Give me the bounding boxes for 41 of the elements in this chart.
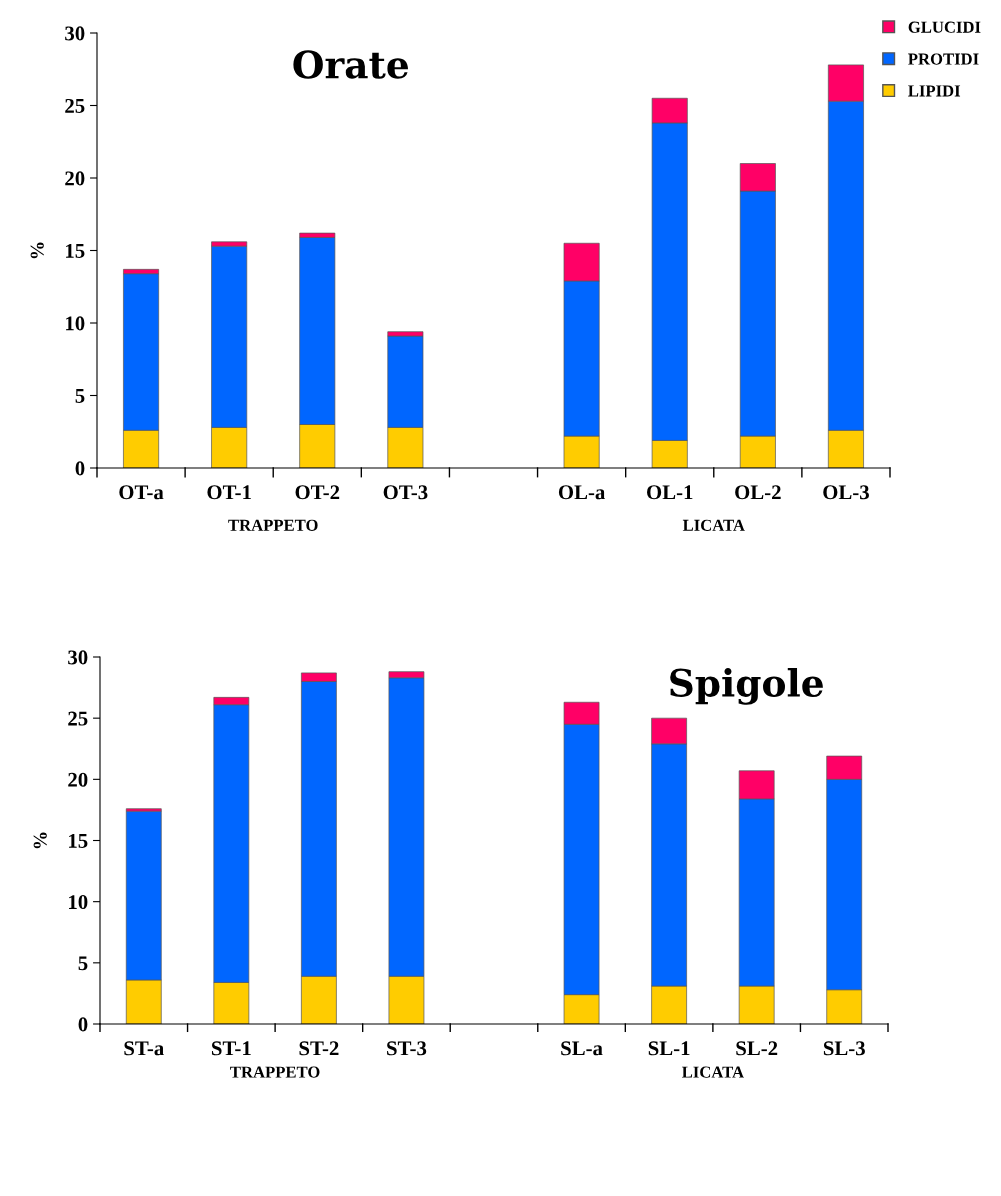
y-tick-label: 15 xyxy=(66,243,85,258)
x-tick-label: SL-3 xyxy=(823,1041,865,1056)
x-tick-label: ST-a xyxy=(124,1041,164,1056)
y-tick-label: 30 xyxy=(65,26,85,41)
x-tick-label: OL-a xyxy=(558,485,606,500)
legend-label: PROTIDI xyxy=(908,53,979,65)
text: TRAPPETO xyxy=(230,1066,320,1078)
legend-label: GLUCIDI xyxy=(908,21,981,33)
x-tick-label: OT-1 xyxy=(207,485,251,500)
y-tick-label: 5 xyxy=(75,389,85,403)
legend-label: LIPIDI xyxy=(908,85,961,97)
chart-title: Orate xyxy=(293,50,409,79)
y-tick-label: 25 xyxy=(68,711,88,726)
x-tick-label: OL-3 xyxy=(823,485,869,500)
x-tick-label: OT-2 xyxy=(295,485,340,500)
x-tick-label: OL-1 xyxy=(647,485,693,500)
x-tick-label: OT-3 xyxy=(383,485,428,500)
y-tick-label: 20 xyxy=(68,772,88,787)
y-tick-label: 30 xyxy=(68,650,88,665)
x-tick-label: OT-a xyxy=(119,485,164,500)
y-tick-label: 25 xyxy=(65,98,85,113)
x-tick-label: ST-3 xyxy=(387,1041,427,1056)
x-tick-label: OL-2 xyxy=(735,485,781,500)
chart-title: Spigole xyxy=(670,667,823,705)
x-tick-label: SL-2 xyxy=(736,1041,778,1056)
y-axis-title: % xyxy=(30,242,44,259)
y-tick-label: 15 xyxy=(69,833,88,848)
y-tick-label: 10 xyxy=(69,895,88,910)
y-tick-label: 5 xyxy=(78,956,88,971)
x-tick-label: SL-1 xyxy=(648,1041,690,1056)
y-tick-label: 20 xyxy=(65,171,85,186)
y-tick-label: 0 xyxy=(78,1017,88,1032)
text: TRAPPETO xyxy=(228,519,318,531)
text: LICATA xyxy=(681,1066,744,1078)
text: LICATA xyxy=(682,519,745,531)
y-axis-title: % xyxy=(33,832,47,849)
x-tick-label: ST-2 xyxy=(299,1041,339,1056)
y-tick-label: 10 xyxy=(66,316,85,331)
y-tick-label: 0 xyxy=(75,461,85,476)
x-tick-label: ST-1 xyxy=(211,1041,251,1056)
x-tick-label: SL-a xyxy=(561,1041,603,1056)
